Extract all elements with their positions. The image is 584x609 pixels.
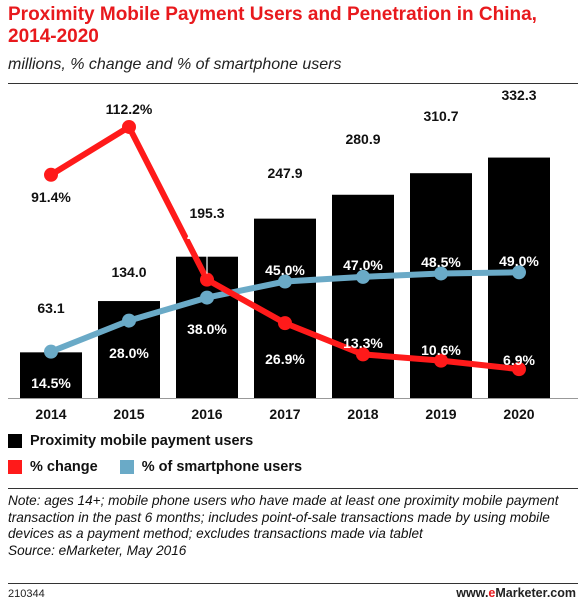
chart-subtitle: millions, % change and % of smartphone u… [8, 56, 342, 73]
penetration-point-2017 [278, 274, 292, 289]
change-point-2016 [200, 272, 214, 287]
x-tick-2015: 2015 [113, 406, 144, 422]
note-block: Note: ages 14+; mobile phone users who h… [8, 493, 582, 559]
penetration-point-2016 [200, 290, 214, 305]
bar-value-2017: 247.9 [267, 165, 302, 181]
chart-id: 210344 [8, 588, 45, 600]
top-divider [8, 83, 578, 84]
bottom-divider [8, 488, 578, 489]
bar-2018 [332, 194, 394, 398]
brand-e: e [488, 586, 496, 600]
penetration-point-2018 [356, 269, 370, 284]
note-text: Note: ages 14+; mobile phone users who h… [8, 493, 559, 541]
penetration-value-2016: 38.0% [187, 321, 227, 337]
legend-item-users: Proximity mobile payment users [8, 433, 253, 449]
x-tick-2019: 2019 [425, 406, 456, 422]
penetration-point-2020 [512, 265, 526, 280]
bar-2014 [20, 352, 82, 398]
legend-item-penetration: % of smartphone users [119, 459, 303, 475]
brand-name: Marketer [495, 586, 547, 600]
penetration-value-2015: 28.0% [109, 345, 149, 361]
penetration-point-2014 [44, 344, 58, 359]
change-point-2014 [44, 167, 58, 182]
footer-divider [8, 583, 578, 584]
penetration-value-2019: 48.5% [421, 254, 461, 270]
penetration-value-2014: 14.5% [31, 375, 71, 391]
x-tick-2017: 2017 [269, 406, 300, 422]
change-value-2015: 112.2% [106, 101, 153, 117]
chart-title: Proximity Mobile Payment Users and Penet… [8, 4, 537, 47]
bar-value-2020: 332.3 [501, 87, 536, 103]
change-value-2017: 26.9% [265, 351, 305, 367]
change-value-2020: 6.9% [503, 352, 535, 368]
change-point-2020 [512, 362, 526, 377]
brand-prefix: www. [456, 586, 489, 600]
brand-suffix: .com [546, 586, 576, 600]
chart-area: 2014 2015 2016 2017 2018 2019 2020 63.1 134.0 195… [8, 87, 578, 422]
legend-row-lines: % change % of smartphone users [8, 459, 302, 475]
change-point-2015 [122, 119, 136, 134]
change-value-2019: 10.6% [421, 342, 461, 358]
legend-swatch-change [8, 460, 22, 474]
bar-value-2016: 195.3 [189, 205, 224, 221]
penetration-value-2018: 47.0% [343, 257, 383, 273]
penetration-point-2019 [434, 266, 448, 281]
change-value-2014: 91.4% [31, 189, 71, 205]
legend-label-users: Proximity mobile payment users [30, 433, 254, 449]
bar-value-2014: 63.1 [37, 300, 64, 316]
x-tick-2016: 2016 [191, 406, 222, 422]
change-point-2019 [434, 353, 448, 368]
x-tick-2020: 2020 [503, 406, 534, 422]
bar-value-2018: 280.9 [345, 131, 380, 147]
change-point-2018 [356, 347, 370, 362]
bar-value-2019: 310.7 [423, 108, 458, 124]
bar-value-2015: 134.0 [111, 264, 146, 280]
x-tick-2014: 2014 [35, 406, 66, 422]
penetration-point-2015 [122, 313, 136, 328]
brand-link[interactable]: www.eMarketer.com [456, 586, 576, 600]
penetration-value-2017: 45.0% [265, 262, 305, 278]
source-text: Source: eMarketer, May 2016 [8, 542, 187, 558]
x-tick-2018: 2018 [347, 406, 378, 422]
legend-swatch-penetration [119, 460, 134, 474]
change-value-2018: 13.3% [343, 335, 383, 351]
change-point-2017 [278, 316, 292, 331]
legend-label-penetration: % of smartphone users [141, 459, 303, 475]
legend-label-change: % change [30, 459, 98, 475]
legend-item-change: % change [8, 459, 98, 475]
change-value-2016: 45.8% [187, 228, 227, 244]
legend-swatch-users [8, 434, 22, 448]
penetration-value-2020: 49.0% [499, 253, 539, 269]
